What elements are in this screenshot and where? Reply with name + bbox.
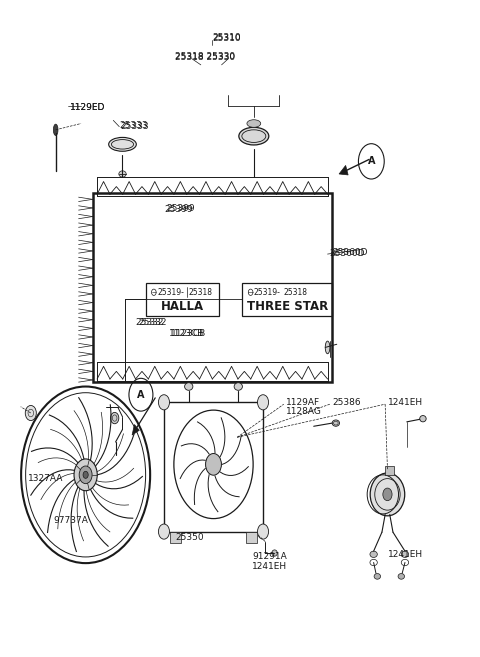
Ellipse shape <box>110 413 119 424</box>
Circle shape <box>158 524 169 539</box>
Circle shape <box>257 395 269 410</box>
Circle shape <box>74 459 97 491</box>
Polygon shape <box>339 166 348 175</box>
Circle shape <box>205 453 221 475</box>
Text: 1241EH: 1241EH <box>252 562 288 572</box>
Ellipse shape <box>272 550 277 556</box>
Ellipse shape <box>332 420 339 426</box>
Ellipse shape <box>398 574 405 579</box>
Ellipse shape <box>370 551 377 557</box>
Text: 97737A: 97737A <box>53 516 88 526</box>
Text: 25310: 25310 <box>212 33 241 41</box>
Text: 25318 25330: 25318 25330 <box>176 53 236 62</box>
Text: 1123CB: 1123CB <box>171 329 206 338</box>
Ellipse shape <box>370 473 405 516</box>
Text: 1123CB: 1123CB <box>168 329 204 338</box>
Bar <box>93 193 332 382</box>
Text: 25350: 25350 <box>176 533 204 543</box>
Ellipse shape <box>401 551 408 557</box>
Text: 25333: 25333 <box>120 122 149 131</box>
Circle shape <box>25 405 36 420</box>
Ellipse shape <box>247 120 261 127</box>
Bar <box>242 283 332 316</box>
Ellipse shape <box>53 124 58 135</box>
Text: 25310: 25310 <box>212 34 241 43</box>
Text: 1129ED: 1129ED <box>70 102 105 112</box>
Text: HALLA: HALLA <box>161 300 204 313</box>
Ellipse shape <box>185 383 193 390</box>
Text: 1129ED: 1129ED <box>70 103 105 112</box>
Text: 25332: 25332 <box>135 318 164 327</box>
Circle shape <box>257 524 269 539</box>
Text: 25360D: 25360D <box>330 249 365 258</box>
Text: 25332: 25332 <box>139 318 167 327</box>
Text: 91291A: 91291A <box>252 553 287 561</box>
Text: 1241EH: 1241EH <box>387 550 422 559</box>
Text: 25386: 25386 <box>332 397 361 407</box>
Bar <box>164 402 263 532</box>
Bar <box>145 283 219 316</box>
Text: 25319-: 25319- <box>254 288 281 297</box>
Bar <box>246 532 257 543</box>
Text: A: A <box>137 390 144 399</box>
Ellipse shape <box>234 383 242 390</box>
Ellipse shape <box>420 415 426 422</box>
Bar <box>170 532 181 543</box>
Text: 25318 25330: 25318 25330 <box>176 52 236 61</box>
Text: 25399: 25399 <box>164 206 192 214</box>
Text: 1129AF: 1129AF <box>286 397 320 407</box>
Bar <box>385 466 395 476</box>
Text: 25333: 25333 <box>119 121 148 130</box>
Polygon shape <box>132 424 139 435</box>
Text: THREE STAR: THREE STAR <box>247 300 328 313</box>
Circle shape <box>79 466 92 484</box>
Text: 25319-: 25319- <box>157 288 184 297</box>
Text: 25399: 25399 <box>166 204 195 213</box>
Text: 25318: 25318 <box>284 288 308 297</box>
Text: 1327AA: 1327AA <box>28 474 63 483</box>
Ellipse shape <box>108 137 136 151</box>
Text: 25360D: 25360D <box>332 248 368 258</box>
Ellipse shape <box>210 459 217 469</box>
Text: 1128AG: 1128AG <box>286 407 322 417</box>
Text: 1241EH: 1241EH <box>387 397 422 407</box>
Text: 25318: 25318 <box>188 288 212 297</box>
Ellipse shape <box>119 171 126 177</box>
Ellipse shape <box>325 341 330 353</box>
Ellipse shape <box>374 574 381 579</box>
Circle shape <box>83 471 88 478</box>
Ellipse shape <box>239 127 269 145</box>
Ellipse shape <box>383 488 392 501</box>
Text: A: A <box>368 156 375 166</box>
Circle shape <box>158 395 169 410</box>
